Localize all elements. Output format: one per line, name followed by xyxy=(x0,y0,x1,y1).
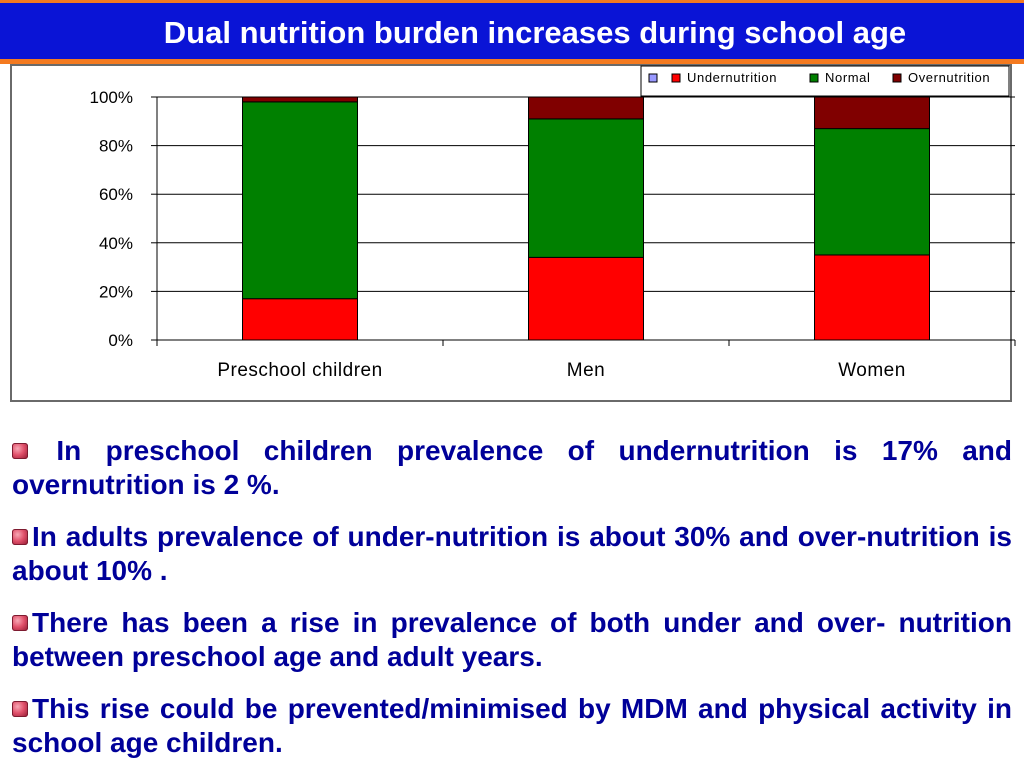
bullet-item: There has been a rise in prevalence of b… xyxy=(12,606,1012,674)
bullet-text: This rise could be prevented/minimised b… xyxy=(12,693,1012,758)
bar-segment xyxy=(528,96,644,120)
legend: Undernutrition Normal Overnutrition xyxy=(640,65,1010,97)
bar-segment xyxy=(242,101,358,300)
legend-box xyxy=(640,65,1010,97)
bar-segment xyxy=(528,256,644,341)
legend-swatch xyxy=(892,73,902,83)
flower-bullet-icon xyxy=(12,443,28,459)
axes: 0% 20% 40% 60% 80% 100% Preschool children Men W… xyxy=(90,88,1016,381)
bullet-text: There has been a rise in prevalence of b… xyxy=(12,607,1012,672)
bar-segment xyxy=(814,128,930,256)
stacked-bar-chart: 0% 20% 40% 60% 80% 100% Preschool children Men W… xyxy=(90,65,1016,381)
y-tick-label: 40% xyxy=(99,234,133,253)
legend-label: Normal xyxy=(825,70,871,85)
bar-segment xyxy=(242,298,358,341)
bullet-text: In preschool children prevalence of unde… xyxy=(12,435,1012,500)
flower-bullet-icon xyxy=(12,701,28,717)
legend-swatch xyxy=(648,73,658,83)
flower-bullet-icon xyxy=(12,615,28,631)
bullet-item: In adults prevalence of under-nutrition … xyxy=(12,520,1012,588)
bar-segment xyxy=(528,118,644,258)
bar-segment xyxy=(814,254,930,341)
y-tick-label: 60% xyxy=(99,185,133,204)
bars xyxy=(242,96,930,341)
legend-swatch xyxy=(671,73,681,83)
legend-label: Undernutrition xyxy=(687,70,777,85)
bullet-list: In preschool children prevalence of unde… xyxy=(12,434,1012,778)
bar-segment xyxy=(814,96,930,130)
x-category-label: Preschool children xyxy=(217,360,382,381)
title-bar: Dual nutrition burden increases during s… xyxy=(0,0,1024,64)
bullet-text: In adults prevalence of under-nutrition … xyxy=(12,521,1012,586)
slide-title: Dual nutrition burden increases during s… xyxy=(163,15,907,50)
y-tick-label: 0% xyxy=(108,331,133,350)
y-tick-label: 80% xyxy=(99,137,133,156)
bullet-item: This rise could be prevented/minimised b… xyxy=(12,692,1012,760)
legend-swatch xyxy=(809,73,819,83)
y-tick-label: 20% xyxy=(99,282,133,301)
x-category-label: Women xyxy=(838,360,906,381)
flower-bullet-icon xyxy=(12,529,28,545)
bullet-item: In preschool children prevalence of unde… xyxy=(12,434,1012,502)
x-category-label: Men xyxy=(567,360,605,381)
legend-label: Overnutrition xyxy=(908,70,990,85)
y-tick-label: 100% xyxy=(90,88,133,107)
bar-segment xyxy=(242,96,358,103)
